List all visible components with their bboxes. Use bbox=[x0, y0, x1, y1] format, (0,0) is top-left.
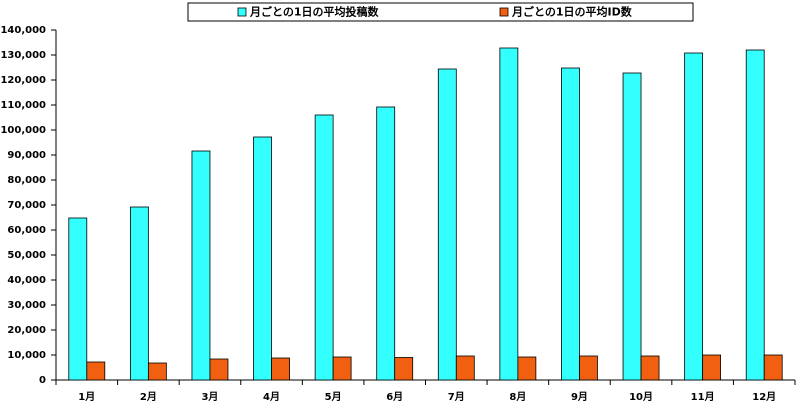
x-tick-label: 9月 bbox=[571, 391, 588, 403]
y-tick-label: 120,000 bbox=[0, 75, 46, 86]
bar bbox=[271, 357, 290, 381]
bar bbox=[684, 52, 704, 381]
y-tick-label: 0 bbox=[39, 375, 46, 386]
y-tick-label: 80,000 bbox=[7, 175, 46, 186]
y-tick-label: 10,000 bbox=[7, 350, 46, 361]
bar bbox=[517, 356, 537, 381]
y-tick-label: 20,000 bbox=[7, 325, 46, 336]
bar bbox=[129, 206, 149, 381]
y-tick-label: 30,000 bbox=[7, 300, 46, 311]
bar bbox=[561, 67, 580, 381]
legend-swatch bbox=[237, 7, 247, 17]
bar bbox=[702, 354, 722, 381]
bar bbox=[437, 68, 457, 381]
x-tick-label: 11月 bbox=[691, 391, 715, 403]
bar bbox=[147, 362, 167, 381]
y-tick-label: 50,000 bbox=[7, 250, 46, 261]
bar bbox=[253, 136, 272, 381]
bar bbox=[86, 361, 106, 381]
bar bbox=[622, 72, 642, 381]
legend-swatch bbox=[499, 7, 509, 17]
bar bbox=[455, 355, 475, 381]
x-tick-label: 8月 bbox=[509, 391, 526, 403]
legend-box bbox=[187, 2, 694, 22]
y-tick-label: 100,000 bbox=[0, 125, 46, 136]
y-tick-label: 140,000 bbox=[0, 25, 46, 36]
y-tick-label: 130,000 bbox=[0, 50, 46, 61]
y-tick-label: 60,000 bbox=[7, 225, 46, 236]
y-tick-label: 90,000 bbox=[7, 150, 46, 161]
x-tick-label: 1月 bbox=[78, 391, 95, 403]
x-tick-label: 5月 bbox=[325, 391, 342, 403]
legend-label: 月ごとの1日の平均投稿数 bbox=[249, 5, 380, 19]
bar bbox=[376, 106, 396, 381]
legend-label: 月ごとの1日の平均ID数 bbox=[511, 5, 633, 19]
bar bbox=[763, 354, 783, 381]
y-tick-label: 110,000 bbox=[0, 100, 46, 111]
bar bbox=[499, 47, 519, 381]
bar bbox=[68, 217, 88, 381]
y-tick-label: 40,000 bbox=[7, 275, 46, 286]
bar bbox=[332, 356, 352, 381]
x-tick-label: 6月 bbox=[386, 391, 403, 403]
y-tick-label: 70,000 bbox=[7, 200, 46, 211]
bar bbox=[209, 358, 229, 381]
bar bbox=[394, 357, 414, 381]
x-tick-label: 2月 bbox=[140, 391, 157, 403]
x-tick-label: 12月 bbox=[752, 391, 776, 403]
bar bbox=[314, 114, 334, 381]
bar bbox=[579, 355, 598, 381]
x-tick-label: 7月 bbox=[448, 391, 465, 403]
bar bbox=[745, 49, 765, 381]
x-tick-label: 4月 bbox=[263, 391, 280, 403]
x-tick-label: 3月 bbox=[201, 391, 218, 403]
x-tick-label: 10月 bbox=[629, 391, 653, 403]
bar bbox=[191, 150, 211, 381]
bar bbox=[640, 355, 660, 381]
